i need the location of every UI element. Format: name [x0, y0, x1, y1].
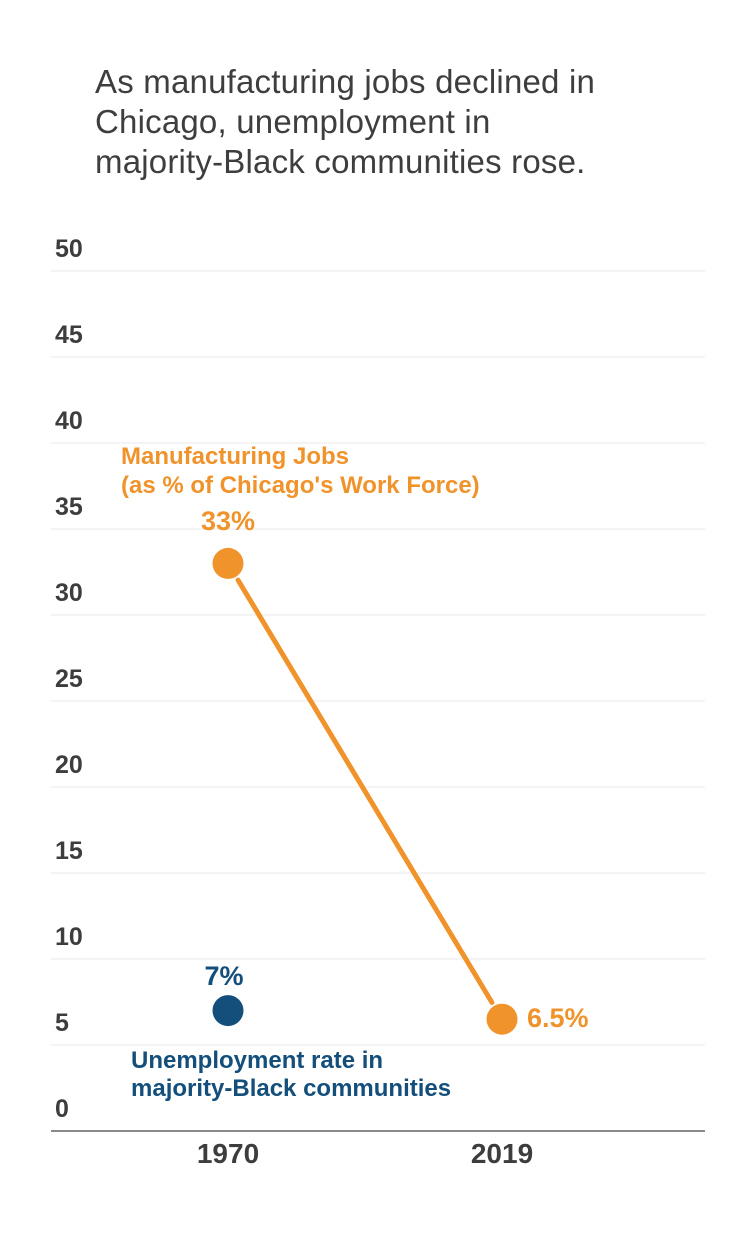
y-tick-label-40: 40 — [55, 407, 83, 435]
y-tick-label-5: 5 — [55, 1009, 69, 1037]
series-label-manufacturing-line-1: Manufacturing Jobs — [121, 443, 350, 470]
series-line-0 — [235, 577, 495, 1005]
y-tick-label-0: 0 — [55, 1095, 69, 1123]
data-point-series0-2019 — [486, 1003, 518, 1035]
series-label-unemployment-line-1: Unemployment rate in — [131, 1047, 384, 1074]
x-axis-label-1970: 1970 — [196, 1138, 260, 1169]
x-axis-label-2019: 2019 — [470, 1138, 534, 1169]
y-tick-label-10: 10 — [55, 923, 83, 951]
title-line-2: Chicago, unemployment in — [95, 103, 491, 140]
data-point-series0-1970 — [212, 547, 244, 579]
data-point-series1-1970 — [212, 995, 244, 1027]
series-label-unemployment-line-2: majority-Black communities — [131, 1075, 452, 1102]
y-tick-label-50: 50 — [55, 235, 83, 263]
y-tick-label-35: 35 — [55, 493, 83, 521]
y-tick-label-45: 45 — [55, 321, 83, 349]
point-label-unemployment-1970: 7% — [204, 961, 244, 991]
chart-title: As manufacturing jobs declined in Chicag… — [95, 62, 595, 182]
y-tick-label-30: 30 — [55, 579, 83, 607]
title-line-3: majority-Black communities rose. — [95, 143, 586, 180]
point-label-manufacturing-2019: 6.5% — [527, 1003, 589, 1033]
point-label-manufacturing-1970: 33% — [200, 506, 256, 536]
series-label-manufacturing: Manufacturing Jobs (as % of Chicago's Wo… — [121, 442, 480, 500]
y-tick-label-15: 15 — [55, 837, 83, 865]
title-line-1: As manufacturing jobs declined in — [95, 63, 596, 100]
y-tick-label-25: 25 — [55, 665, 83, 693]
series-label-manufacturing-line-2: (as % of Chicago's Work Force) — [121, 472, 480, 499]
series-label-unemployment: Unemployment rate in majority-Black comm… — [131, 1047, 451, 1103]
y-tick-label-20: 20 — [55, 751, 83, 779]
